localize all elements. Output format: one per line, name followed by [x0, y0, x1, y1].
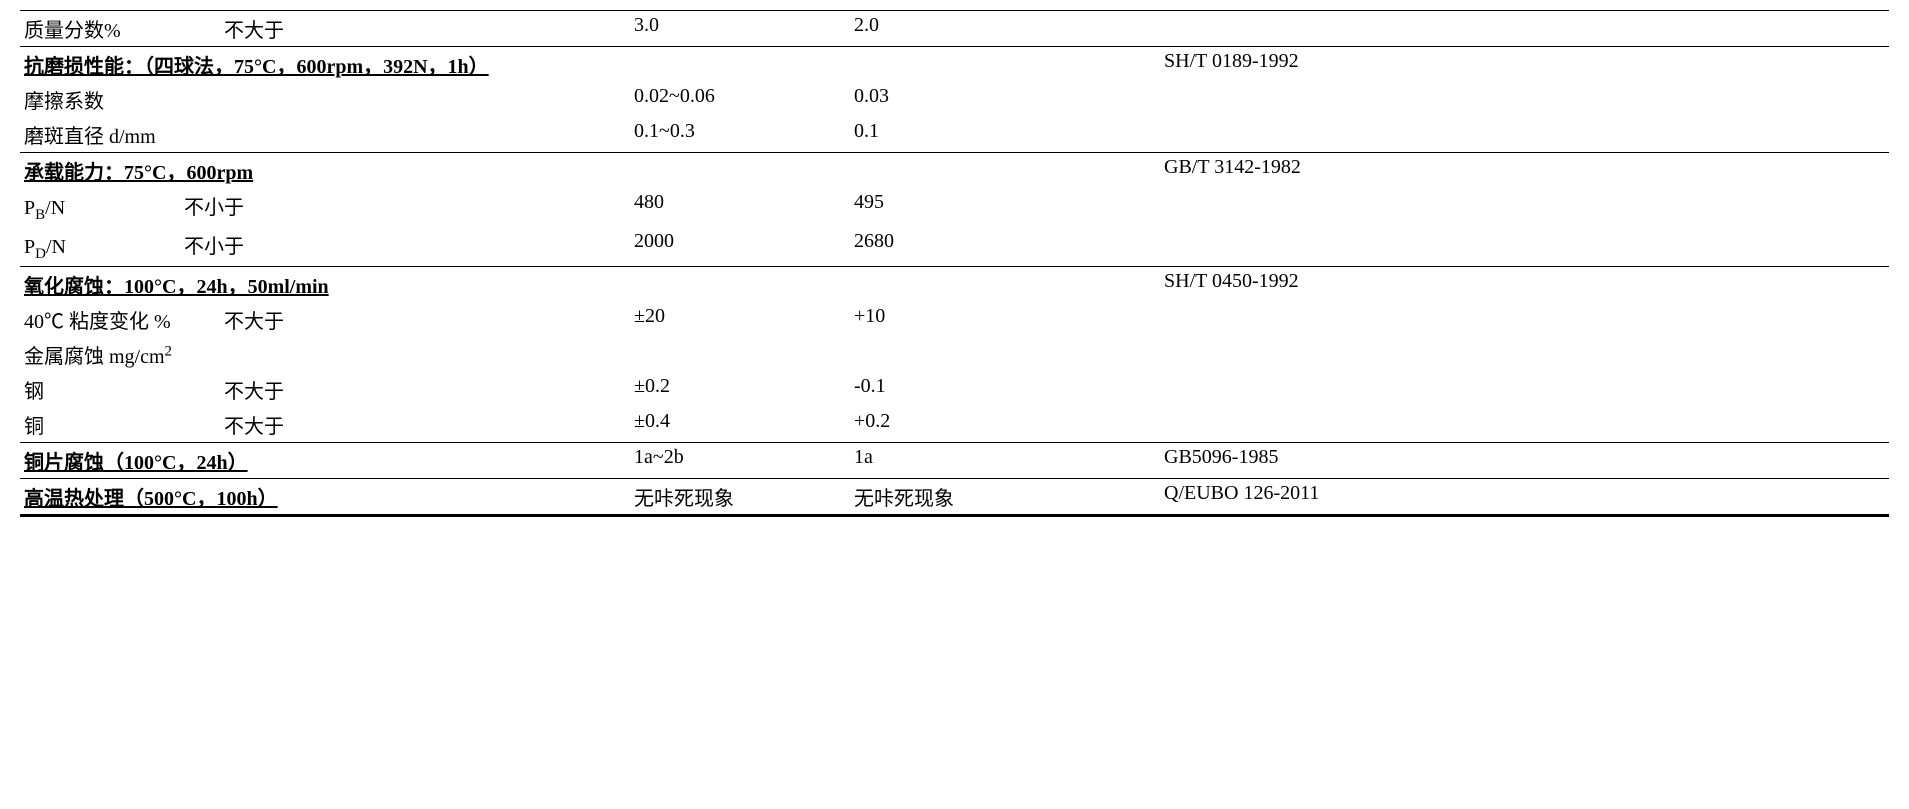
cell-label: 40℃ 粘度变化 %不大于 [20, 302, 630, 337]
cell-value: ±20 [630, 302, 850, 337]
cell-empty [630, 337, 850, 372]
cell-empty [1160, 82, 1560, 117]
cell-label: 铜不大于 [20, 407, 630, 442]
cell-empty [1160, 337, 1560, 372]
cell-value: 0.03 [850, 82, 1160, 117]
cell-empty [1160, 372, 1560, 407]
table-row-header: 承载能力：75°C，600rpm GB/T 3142-1982 [20, 152, 1889, 188]
header-text: 抗磨损性能：（四球法，75°C，600rpm，392N，1h） [24, 56, 489, 78]
cell-value: 无咔死现象 [850, 479, 1160, 514]
label-text: 铜 [24, 410, 224, 439]
cell-value [1160, 11, 1560, 46]
cell-empty [850, 47, 1160, 82]
table-row: PB/N不小于 480 495 [20, 188, 1889, 227]
cell-empty [850, 267, 1160, 302]
section-header: 高温热处理（500°C，100h） [20, 479, 630, 514]
label-text: 钢 [24, 375, 224, 404]
table-row: 高温热处理（500°C，100h） 无咔死现象 无咔死现象 Q/EUBO 126… [20, 478, 1889, 517]
section-header: 氧化腐蚀：100°C，24h，50ml/min [20, 267, 630, 302]
label-text: 不大于 [224, 375, 284, 404]
spec-table: 质量分数%不大于 3.0 2.0 抗磨损性能：（四球法，75°C，600rpm，… [20, 10, 1889, 517]
cell-empty [850, 153, 1160, 188]
table-row: 铜不大于 ±0.4 +0.2 [20, 407, 1889, 442]
cell-value: +0.2 [850, 407, 1160, 442]
header-text: 铜片腐蚀（100°C，24h） [24, 452, 248, 474]
cell-empty [850, 337, 1160, 372]
cell-value: 2.0 [850, 11, 1160, 46]
section-header: 抗磨损性能：（四球法，75°C，600rpm，392N，1h） [20, 47, 630, 82]
cell-value: ±0.4 [630, 407, 850, 442]
cell-value: -0.1 [850, 372, 1160, 407]
table-row: 40℃ 粘度变化 %不大于 ±20 +10 [20, 302, 1889, 337]
section-header: 承载能力：75°C，600rpm [20, 153, 630, 188]
table-row: 金属腐蚀 mg/cm2 [20, 337, 1889, 372]
cell-label: PD/N不小于 [20, 227, 630, 266]
cell-empty [630, 267, 850, 302]
cell-value: +10 [850, 302, 1160, 337]
cell-value: ±0.2 [630, 372, 850, 407]
label-text: PD/N [24, 236, 184, 263]
cell-empty [1160, 117, 1560, 152]
cell-label: 金属腐蚀 mg/cm2 [20, 337, 630, 372]
table-row: PD/N不小于 2000 2680 [20, 227, 1889, 266]
cell-empty [630, 47, 850, 82]
table-row: 摩擦系数 0.02~0.06 0.03 [20, 82, 1889, 117]
cell-empty [1160, 227, 1560, 266]
header-text: 高温热处理（500°C，100h） [24, 488, 278, 510]
cell-value: 2680 [850, 227, 1160, 266]
label-text: 不大于 [224, 305, 284, 334]
cell-standard: SH/T 0189-1992 [1160, 47, 1560, 82]
cell-value: 无咔死现象 [630, 479, 850, 514]
table-row: 质量分数%不大于 3.0 2.0 [20, 10, 1889, 46]
cell-value: 0.1~0.3 [630, 117, 850, 152]
table-row: 铜片腐蚀（100°C，24h） 1a~2b 1a GB5096-1985 [20, 442, 1889, 478]
cell-label: 钢不大于 [20, 372, 630, 407]
cell-empty [1160, 188, 1560, 227]
table-row-header: 抗磨损性能：（四球法，75°C，600rpm，392N，1h） SH/T 018… [20, 46, 1889, 82]
table-row: 钢不大于 ±0.2 -0.1 [20, 372, 1889, 407]
cell-empty [1160, 302, 1560, 337]
cell-value: 0.1 [850, 117, 1160, 152]
cell-value: 495 [850, 188, 1160, 227]
cell-label: 磨斑直径 d/mm [20, 117, 630, 152]
section-header: 铜片腐蚀（100°C，24h） [20, 443, 630, 478]
label-sup: 2 [165, 343, 173, 359]
cell-value: 480 [630, 188, 850, 227]
label-text: 不小于 [184, 191, 244, 220]
table-row-header: 氧化腐蚀：100°C，24h，50ml/min SH/T 0450-1992 [20, 266, 1889, 302]
cell-standard: GB5096-1985 [1160, 443, 1560, 478]
cell-standard: SH/T 0450-1992 [1160, 267, 1560, 302]
label-text: 不大于 [224, 410, 284, 439]
cell-value: 1a~2b [630, 443, 850, 478]
cell-value: 0.02~0.06 [630, 82, 850, 117]
label-text: 不大于 [224, 14, 284, 43]
table-row: 磨斑直径 d/mm 0.1~0.3 0.1 [20, 117, 1889, 152]
cell-label: 摩擦系数 [20, 82, 630, 117]
label-text: 金属腐蚀 mg/cm [24, 346, 165, 368]
cell-standard: Q/EUBO 126-2011 [1160, 479, 1560, 514]
cell-empty [630, 153, 850, 188]
cell-label: 质量分数%不大于 [20, 11, 630, 46]
cell-value: 3.0 [630, 11, 850, 46]
header-text: 承载能力：75°C，600rpm [24, 162, 253, 184]
label-text: 质量分数% [24, 14, 224, 43]
cell-standard: GB/T 3142-1982 [1160, 153, 1560, 188]
label-text: 不小于 [184, 230, 244, 259]
cell-label: PB/N不小于 [20, 188, 630, 227]
cell-value: 2000 [630, 227, 850, 266]
label-text: 40℃ 粘度变化 % [24, 305, 224, 334]
cell-value: 1a [850, 443, 1160, 478]
cell-empty [1160, 407, 1560, 442]
label-text: PB/N [24, 197, 184, 224]
header-text: 氧化腐蚀：100°C，24h，50ml/min [24, 276, 329, 298]
